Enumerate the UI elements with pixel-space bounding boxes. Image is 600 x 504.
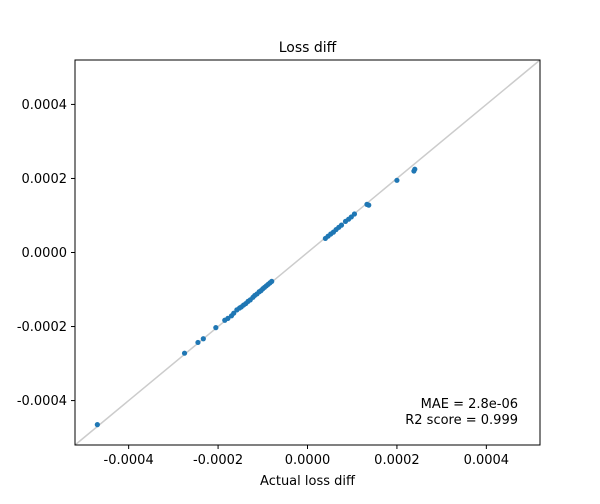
mae-annotation: MAE = 2.8e-06 bbox=[421, 397, 518, 412]
data-point bbox=[231, 310, 237, 316]
x-tick-label: 0.0004 bbox=[464, 453, 510, 468]
reference-line bbox=[74, 59, 541, 446]
data-point bbox=[412, 166, 418, 172]
y-tick-label: 0.0000 bbox=[22, 246, 68, 261]
r2-annotation: R2 score = 0.999 bbox=[405, 413, 518, 428]
y-tick-label: -0.0004 bbox=[17, 394, 67, 409]
points-layer bbox=[94, 166, 418, 428]
data-point bbox=[366, 202, 372, 208]
x-axis-label: Actual loss diff bbox=[260, 474, 356, 489]
data-point bbox=[394, 177, 400, 183]
data-point bbox=[225, 315, 231, 321]
data-point bbox=[269, 278, 275, 284]
chart-title: Loss diff bbox=[279, 40, 337, 56]
data-point bbox=[338, 222, 345, 228]
data-point bbox=[94, 422, 100, 428]
x-tick-label: -0.0004 bbox=[104, 453, 154, 468]
x-axis: -0.0004 -0.0002 0.0000 0.0002 0.0004 bbox=[104, 445, 510, 468]
plot-area bbox=[74, 59, 541, 446]
y-tick-label: -0.0002 bbox=[17, 320, 67, 335]
data-point bbox=[200, 336, 206, 342]
y-tick-label: 0.0004 bbox=[22, 98, 68, 113]
data-point bbox=[351, 211, 358, 217]
x-tick-label: -0.0002 bbox=[193, 453, 243, 468]
y-axis: -0.0004 -0.0002 0.0000 0.0002 0.0004 bbox=[17, 98, 75, 409]
data-point bbox=[213, 325, 219, 331]
data-point bbox=[195, 339, 201, 346]
data-point bbox=[181, 350, 188, 356]
reference-line-layer bbox=[74, 59, 541, 446]
y-tick-label: 0.0002 bbox=[22, 172, 68, 187]
x-tick-label: 0.0002 bbox=[374, 453, 420, 468]
x-tick-label: 0.0000 bbox=[285, 453, 331, 468]
